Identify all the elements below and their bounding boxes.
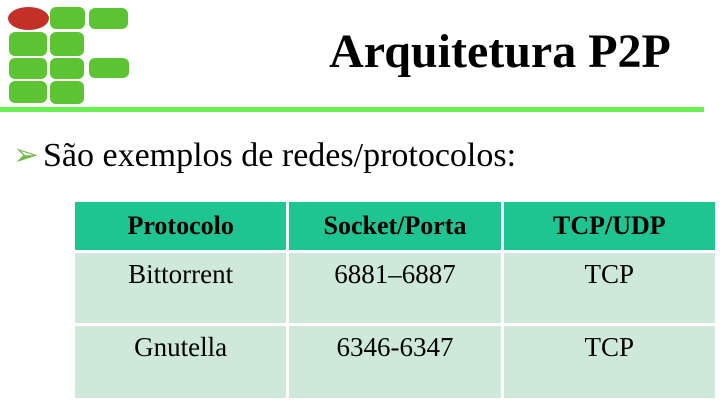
- protocol-table: Protocolo Socket/Porta TCP/UDP Bittorren…: [75, 202, 715, 398]
- header-divider: [0, 107, 704, 112]
- column-header-tcp-udp: TCP/UDP: [503, 202, 715, 250]
- logo-red-dot-icon: [8, 7, 49, 30]
- logo-green-block-icon: [50, 32, 84, 56]
- logo-green-block-icon: [9, 81, 47, 103]
- logo-green-block-icon: [89, 8, 128, 29]
- table-cell-socket-port: 6346-6347: [289, 326, 501, 398]
- column-header-protocol: Protocolo: [75, 202, 287, 250]
- bullet-arrow-icon: ➢: [13, 137, 39, 172]
- logo-green-block-icon: [50, 7, 85, 29]
- page-title: Arquitetura P2P: [329, 25, 671, 78]
- bullet-text: São exemplos de redes/protocolos:: [42, 137, 517, 174]
- institution-logo: [0, 0, 132, 108]
- logo-green-block-icon: [50, 81, 84, 104]
- logo-green-block-icon: [50, 58, 84, 79]
- logo-green-block-icon: [9, 32, 47, 56]
- table-cell-tcp-udp: TCP: [503, 253, 715, 323]
- table-cell-socket-port: 6881–6887: [289, 253, 501, 323]
- table-cell-protocol: Bittorrent: [75, 253, 287, 323]
- column-header-socket-port: Socket/Porta: [289, 202, 501, 250]
- bullet-line: ➢ São exemplos de redes/protocolos:: [13, 137, 516, 175]
- logo-green-block-icon: [9, 58, 47, 79]
- table-cell-tcp-udp: TCP: [503, 326, 715, 398]
- table-cell-protocol: Gnutella: [75, 326, 287, 398]
- logo-green-block-icon: [89, 58, 129, 78]
